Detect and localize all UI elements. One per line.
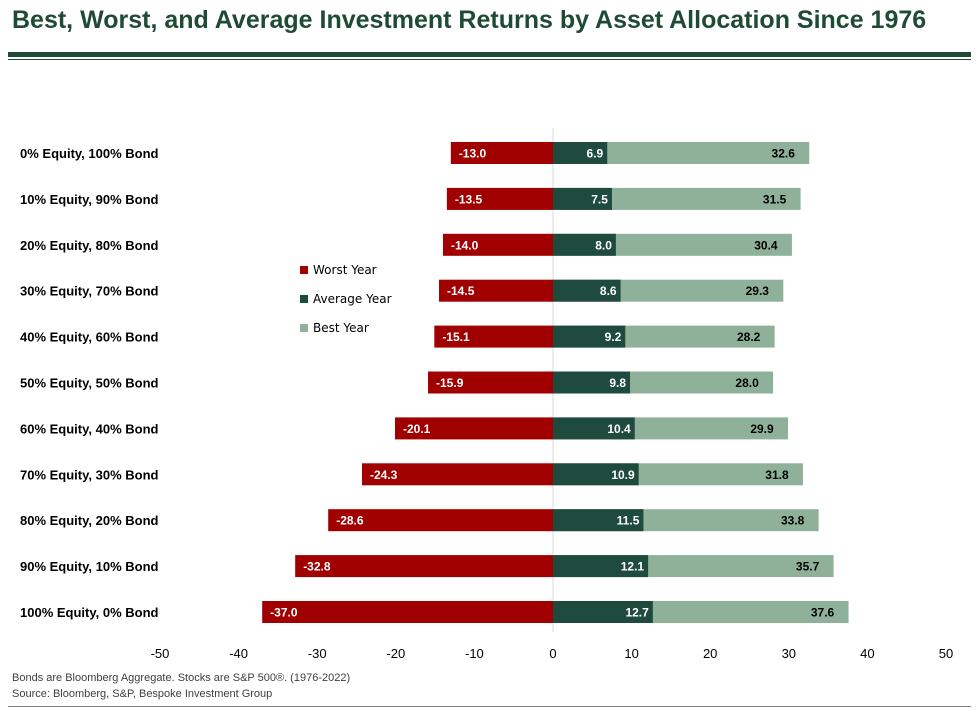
data-label-average-year: 9.2 [605, 330, 622, 344]
data-label-worst-year: -15.9 [436, 376, 464, 390]
x-tick-label: 40 [860, 646, 874, 661]
bar-average-year [553, 233, 616, 256]
data-label-best-year: 33.8 [781, 514, 805, 528]
bar-worst-year [450, 142, 553, 164]
data-label-average-year: 10.4 [607, 422, 631, 436]
bar-average-year [553, 187, 612, 210]
bar-best-year [553, 187, 801, 210]
bar-worst-year [262, 601, 553, 623]
category-label: 30% Equity, 70% Bond [20, 284, 159, 299]
data-label-average-year: 9.8 [609, 376, 626, 390]
data-label-best-year: 32.6 [772, 147, 796, 161]
data-label-best-year: 28.0 [735, 376, 759, 390]
x-tick-label: 0 [549, 646, 556, 661]
data-label-best-year: 29.9 [750, 422, 774, 436]
category-label: 50% Equity, 50% Bond [20, 376, 159, 391]
category-label: 80% Equity, 20% Bond [20, 513, 159, 528]
data-label-average-year: 8.6 [600, 284, 617, 298]
data-label-worst-year: -32.8 [303, 560, 331, 574]
legend-swatch [300, 324, 308, 332]
category-label: 0% Equity, 100% Bond [20, 146, 159, 161]
data-label-worst-year: -14.0 [451, 238, 479, 252]
footer-rule [8, 706, 971, 707]
legend-entry: Worst Year [313, 263, 377, 277]
data-label-worst-year: -28.6 [336, 514, 364, 528]
x-tick-label: -40 [229, 646, 248, 661]
data-label-best-year: 37.6 [811, 606, 835, 620]
bar-average-year [553, 325, 626, 348]
x-tick-label: 10 [624, 646, 638, 661]
bar-worst-year [362, 463, 553, 486]
x-tick-label: 30 [782, 646, 796, 661]
bar-worst-year [428, 371, 553, 394]
category-label: 60% Equity, 40% Bond [20, 421, 159, 436]
data-label-best-year: 28.2 [737, 330, 761, 344]
x-tick-label: 20 [703, 646, 717, 661]
bar-worst-year [439, 279, 553, 302]
data-label-average-year: 8.0 [595, 238, 612, 252]
bar-average-year [553, 371, 631, 394]
category-label: 10% Equity, 90% Bond [20, 192, 159, 207]
bar-average-year [553, 463, 639, 486]
data-label-worst-year: -14.5 [447, 284, 475, 298]
x-tick-label: -30 [308, 646, 327, 661]
bar-worst-year [434, 325, 553, 348]
bar-average-year [553, 601, 653, 623]
category-label: 20% Equity, 80% Bond [20, 238, 159, 253]
data-label-best-year: 30.4 [754, 238, 778, 252]
data-label-average-year: 7.5 [591, 192, 608, 206]
bar-worst-year [395, 417, 553, 440]
data-label-best-year: 29.3 [746, 284, 770, 298]
data-label-worst-year: -15.1 [442, 330, 470, 344]
bar-average-year [553, 555, 649, 578]
title-underline-thin [8, 59, 971, 60]
data-label-worst-year: -20.1 [403, 422, 431, 436]
bar-worst-year [446, 187, 553, 210]
legend-swatch [300, 295, 308, 303]
x-tick-label: -20 [386, 646, 405, 661]
bar-average-year [553, 417, 635, 440]
bar-worst-year [442, 233, 553, 256]
bar-average-year [553, 279, 621, 302]
data-label-average-year: 6.9 [587, 147, 604, 161]
x-tick-label: 50 [939, 646, 953, 661]
legend-swatch [300, 266, 308, 274]
bar-worst-year [328, 509, 553, 532]
chart-title: Best, Worst, and Average Investment Retu… [12, 6, 927, 34]
bar-best-year [553, 142, 810, 164]
data-label-worst-year: -37.0 [270, 606, 298, 620]
data-label-average-year: 10.9 [611, 468, 635, 482]
data-label-average-year: 11.5 [617, 514, 640, 528]
footnote-source: Source: Bloomberg, S&P, Bespoke Investme… [12, 688, 273, 700]
bar-worst-year [295, 555, 553, 578]
data-label-best-year: 35.7 [796, 560, 820, 574]
data-label-best-year: 31.8 [765, 468, 789, 482]
category-label: 90% Equity, 10% Bond [20, 559, 159, 574]
data-label-worst-year: -13.0 [459, 147, 487, 161]
category-label: 40% Equity, 60% Bond [20, 330, 159, 345]
category-label: 70% Equity, 30% Bond [20, 467, 159, 482]
footnote-data-definitions: Bonds are Bloomberg Aggregate. Stocks ar… [12, 672, 351, 684]
bar-average-year [553, 142, 608, 164]
legend-entry: Best Year [313, 321, 369, 335]
data-label-worst-year: -13.5 [455, 192, 483, 206]
category-label: 100% Equity, 0% Bond [20, 605, 159, 620]
data-label-average-year: 12.7 [625, 606, 649, 620]
x-tick-label: -10 [465, 646, 484, 661]
data-label-best-year: 31.5 [763, 192, 787, 206]
x-tick-label: -50 [151, 646, 170, 661]
data-label-worst-year: -24.3 [370, 468, 398, 482]
legend-entry: Average Year [313, 292, 392, 306]
title-underline-thick [8, 52, 971, 57]
data-label-average-year: 12.1 [621, 560, 645, 574]
bar-average-year [553, 509, 644, 532]
